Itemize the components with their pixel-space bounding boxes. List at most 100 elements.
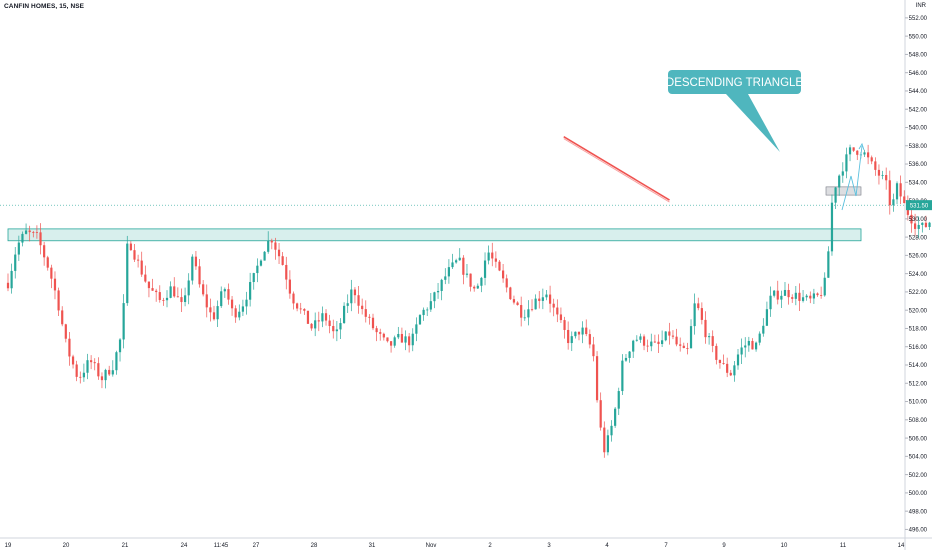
candle-body bbox=[758, 333, 761, 343]
candle-body bbox=[86, 360, 89, 373]
candle-body bbox=[653, 341, 656, 343]
candle-body bbox=[111, 370, 114, 375]
candle-body bbox=[913, 223, 917, 229]
candle-body bbox=[162, 299, 165, 301]
candle-body bbox=[509, 287, 512, 300]
candle-body bbox=[400, 333, 404, 343]
candle-body bbox=[288, 279, 291, 294]
x-tick-label: 24 bbox=[181, 543, 188, 549]
candle-body bbox=[277, 249, 281, 257]
candle-body bbox=[429, 301, 432, 310]
candle-body bbox=[194, 256, 198, 267]
candle-body bbox=[885, 174, 888, 181]
candle-body bbox=[335, 329, 338, 332]
support-zone bbox=[7, 228, 862, 242]
candle-body bbox=[632, 340, 635, 352]
candle-body bbox=[241, 306, 245, 312]
y-tick-label: 522.00 bbox=[909, 290, 928, 296]
candle-body bbox=[165, 297, 169, 301]
candle-body bbox=[530, 309, 534, 311]
candle-body bbox=[733, 365, 736, 376]
candle-body bbox=[205, 294, 208, 308]
candle-body bbox=[592, 344, 595, 357]
candle-body bbox=[252, 273, 255, 283]
x-tick-label: 21 bbox=[122, 543, 129, 549]
candle-body bbox=[104, 369, 107, 381]
candle-body bbox=[216, 306, 219, 320]
candle-body bbox=[397, 333, 400, 338]
y-tick-label: 514.00 bbox=[909, 363, 928, 369]
candle-body bbox=[812, 293, 815, 299]
candle-body bbox=[787, 289, 790, 298]
candle-body bbox=[68, 338, 71, 357]
candle-body bbox=[888, 180, 891, 206]
candle-body bbox=[798, 292, 801, 301]
candle-body bbox=[324, 313, 328, 321]
candle-body bbox=[133, 250, 136, 260]
candle-body bbox=[754, 342, 758, 350]
candle-body bbox=[223, 289, 226, 292]
candle-body bbox=[46, 257, 49, 268]
candle-body bbox=[726, 363, 729, 373]
candle-body bbox=[339, 323, 342, 330]
candle-body bbox=[595, 356, 599, 401]
candle-body bbox=[744, 345, 747, 348]
candle-body bbox=[870, 157, 873, 162]
candle-body bbox=[129, 243, 132, 251]
candle-body bbox=[606, 435, 610, 453]
candle-body bbox=[563, 320, 566, 330]
candle-body bbox=[574, 331, 577, 337]
candle-body bbox=[53, 278, 57, 291]
candle-body bbox=[64, 324, 67, 339]
y-tick-label: 536.00 bbox=[909, 162, 928, 168]
candle-body bbox=[874, 161, 877, 170]
candle-body bbox=[310, 323, 313, 329]
candle-body bbox=[169, 286, 172, 298]
candle-body bbox=[491, 252, 494, 259]
candle-body bbox=[393, 337, 396, 346]
candle-body bbox=[686, 348, 689, 349]
y-tick-label: 546.00 bbox=[909, 71, 928, 77]
candle-body bbox=[386, 337, 389, 342]
candle-body bbox=[693, 303, 696, 327]
candle-body bbox=[910, 214, 913, 224]
candle-body bbox=[722, 362, 725, 364]
candle-body bbox=[14, 254, 17, 271]
candle-body bbox=[707, 336, 711, 338]
candle-body bbox=[234, 308, 237, 318]
candle-body bbox=[6, 282, 10, 289]
candle-body bbox=[212, 312, 216, 320]
last-price-badge bbox=[906, 200, 932, 211]
candle-body bbox=[17, 242, 20, 255]
candle-body bbox=[679, 344, 682, 346]
candle-body bbox=[838, 175, 841, 188]
candle-body bbox=[668, 331, 671, 336]
candle-body bbox=[364, 309, 367, 317]
candle-body bbox=[852, 147, 855, 151]
projection-path bbox=[841, 145, 863, 211]
candle-body bbox=[371, 317, 375, 329]
candle-body bbox=[675, 336, 678, 345]
y-tick-label: 496.00 bbox=[909, 528, 928, 534]
candle-body bbox=[473, 286, 476, 289]
candle-body bbox=[603, 427, 606, 453]
candle-body bbox=[180, 297, 183, 303]
candle-body bbox=[845, 154, 848, 172]
candle-body bbox=[422, 309, 425, 316]
candle-body bbox=[483, 260, 487, 278]
candle-body bbox=[147, 281, 151, 289]
y-tick-label: 544.00 bbox=[909, 89, 928, 95]
candle-body bbox=[783, 289, 787, 296]
candle-body bbox=[805, 295, 808, 298]
candle-body bbox=[21, 233, 24, 243]
candle-body bbox=[418, 315, 422, 325]
candle-body bbox=[198, 266, 201, 285]
candle-body bbox=[820, 295, 823, 296]
candle-body bbox=[718, 359, 722, 363]
candle-body bbox=[39, 232, 42, 246]
candle-body bbox=[773, 290, 776, 296]
candle-body bbox=[747, 340, 750, 346]
candle-body bbox=[639, 336, 642, 340]
candle-body bbox=[209, 307, 212, 313]
